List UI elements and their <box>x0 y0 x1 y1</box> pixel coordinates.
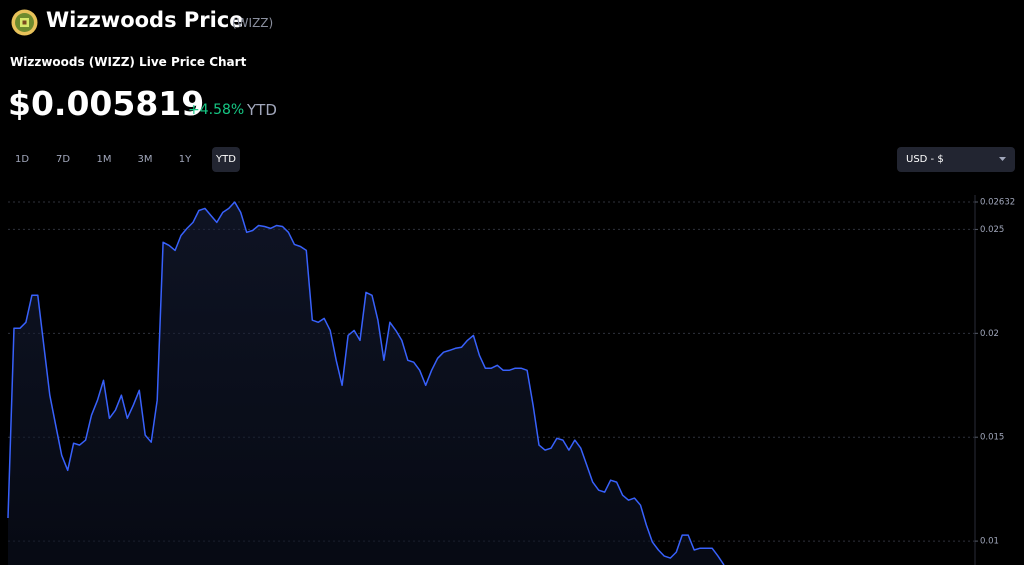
y-tick-label: 0.02632 <box>980 198 1015 208</box>
change-period: YTD <box>247 101 277 119</box>
symbol: (WIZZ) <box>232 16 274 30</box>
range-button[interactable]: 1Y <box>178 154 192 165</box>
price: $0.005819 <box>8 84 205 123</box>
y-tick-label: 0.025 <box>980 225 1004 235</box>
range-button[interactable]: 1M <box>96 154 112 165</box>
currency-select[interactable]: USD - $ <box>897 147 1015 172</box>
currency-label: USD - $ <box>906 154 944 165</box>
price-line <box>7 201 725 565</box>
range-button[interactable]: 3M <box>137 154 153 165</box>
price-change: +4.58% <box>188 102 245 118</box>
chart-title: Wizzwoods (WIZZ) Live Price Chart <box>10 55 247 69</box>
range-button[interactable]: YTD <box>212 147 240 172</box>
coin-icon <box>11 9 38 36</box>
range-button[interactable]: 1D <box>14 154 30 165</box>
y-tick-label: 0.02 <box>980 329 999 339</box>
caret <box>999 157 1006 161</box>
range-button[interactable]: 7D <box>55 154 71 165</box>
y-tick-label: 0.01 <box>980 537 999 547</box>
page-title: Wizzwoods Price <box>46 8 244 32</box>
y-tick-label: 0.015 <box>980 433 1004 443</box>
price-area <box>8 202 724 565</box>
